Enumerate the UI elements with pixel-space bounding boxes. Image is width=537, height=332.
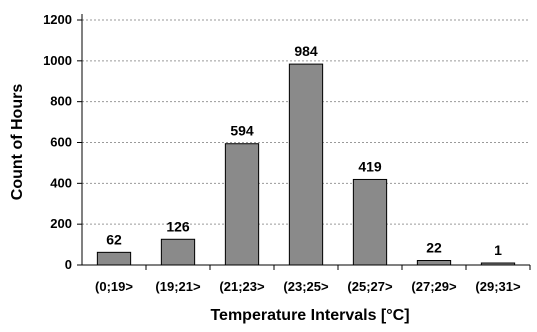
x-tick-label: (27;29> bbox=[411, 279, 457, 294]
y-tick-label: 600 bbox=[50, 135, 72, 150]
data-label: 984 bbox=[294, 43, 318, 59]
y-tick-label: 400 bbox=[50, 175, 72, 190]
data-label: 1 bbox=[494, 242, 502, 258]
y-axis-title: Count of Hours bbox=[9, 84, 26, 201]
axes bbox=[77, 14, 531, 270]
x-tick-label: (0;19> bbox=[95, 279, 133, 294]
x-tick-label: (21;23> bbox=[219, 279, 265, 294]
data-label: 419 bbox=[358, 158, 382, 174]
data-label: 62 bbox=[106, 231, 122, 247]
bar bbox=[160, 238, 196, 266]
data-label: 594 bbox=[230, 123, 254, 139]
bar bbox=[96, 251, 132, 266]
y-tick-label: 1000 bbox=[43, 53, 72, 68]
x-tick-label: (29;31> bbox=[475, 279, 521, 294]
y-tick-labels: 0 200 400 600 800 1000 1200 bbox=[43, 12, 72, 272]
data-label: 22 bbox=[426, 240, 442, 256]
x-tick-label: (25;27> bbox=[347, 279, 393, 294]
y-tick-label: 200 bbox=[50, 216, 72, 231]
bars bbox=[96, 63, 516, 266]
y-tick-label: 800 bbox=[50, 94, 72, 109]
x-axis-title: Temperature Intervals [°C] bbox=[210, 307, 409, 324]
bar bbox=[352, 178, 388, 266]
x-tick-label: (19;21> bbox=[155, 279, 201, 294]
bar bbox=[416, 260, 452, 266]
bar bbox=[224, 143, 260, 266]
data-label: 126 bbox=[166, 218, 190, 234]
y-tick-label: 0 bbox=[65, 257, 72, 272]
x-tick-labels: (0;19> (19;21> (21;23> (23;25> (25;27> (27;29… bbox=[95, 279, 521, 294]
data-labels: 62 126 594 984 419 22 1 bbox=[106, 43, 502, 258]
x-tick-label: (23;25> bbox=[283, 279, 329, 294]
y-tick-label: 1200 bbox=[43, 12, 72, 27]
bar bbox=[288, 63, 324, 266]
